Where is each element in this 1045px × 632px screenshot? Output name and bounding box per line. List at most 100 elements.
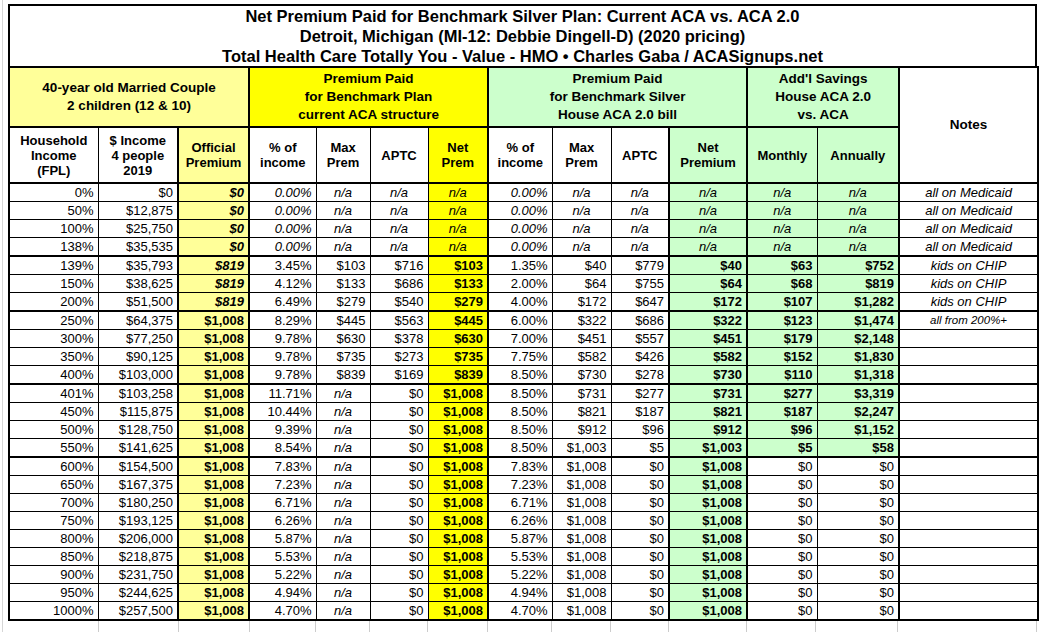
table-cell: $0 — [747, 530, 817, 548]
table-cell: 10.44% — [249, 403, 316, 421]
table-cell: $279 — [428, 293, 488, 312]
title-line-3: Total Health Care Totally You - Value - … — [10, 46, 1035, 66]
table-cell: n/a — [316, 476, 370, 494]
gridline-stub — [179, 621, 250, 632]
table-cell: 2.00% — [488, 275, 552, 293]
table-cell — [899, 494, 1038, 512]
table-cell: 5.87% — [488, 530, 552, 548]
table-cell: $12,875 — [98, 202, 178, 220]
table-cell: $1,008 — [428, 476, 488, 494]
table-row: 900%$231,750$1,0085.22%n/a$0$1,0085.22%$… — [9, 566, 1038, 584]
table-cell: $1,008 — [669, 494, 747, 512]
table-cell: n/a — [611, 202, 669, 220]
table-row: 139%$35,793$8193.45%$103$716$1031.35%$40… — [9, 256, 1038, 275]
table-cell: $3,319 — [817, 384, 899, 403]
table-cell: 3.45% — [249, 256, 316, 275]
table-cell: 6.26% — [249, 512, 316, 530]
table-cell: n/a — [316, 512, 370, 530]
table-cell: 8.50% — [488, 366, 552, 385]
table-cell: $180,250 — [98, 494, 178, 512]
column-header: Annually — [817, 127, 899, 183]
table-cell: $322 — [669, 311, 747, 330]
column-header: Official Premium — [178, 127, 249, 183]
table-cell: $1,008 — [178, 494, 249, 512]
table-cell: $2,148 — [817, 330, 899, 348]
table-cell: $1,008 — [669, 602, 747, 621]
table-cell: 0.00% — [249, 238, 316, 257]
table-cell: $1,008 — [552, 457, 611, 476]
table-cell: 6.00% — [488, 311, 552, 330]
table-cell: 0.00% — [249, 183, 316, 202]
table-cell: $1,008 — [178, 566, 249, 584]
table-cell: $1,008 — [178, 602, 249, 621]
table-cell: $819 — [178, 293, 249, 312]
table-cell: 500% — [9, 421, 98, 439]
gridline-stub — [316, 621, 370, 632]
table-cell: n/a — [428, 220, 488, 238]
table-cell: $647 — [611, 293, 669, 312]
table-cell: 950% — [9, 584, 98, 602]
table-cell: $821 — [669, 403, 747, 421]
table-cell: $96 — [747, 421, 817, 439]
column-header: $ Income 4 people 2019 — [98, 127, 178, 183]
table-cell: 350% — [9, 348, 98, 366]
table-cell: 550% — [9, 439, 98, 458]
table-cell: 5.53% — [488, 548, 552, 566]
table-cell: 50% — [9, 202, 98, 220]
table-cell: $1,008 — [428, 457, 488, 476]
table-cell: $0 — [370, 584, 428, 602]
table-cell: $1,003 — [669, 439, 747, 458]
table-cell: $0 — [370, 403, 428, 421]
table-cell: $107 — [747, 293, 817, 312]
table-cell: $735 — [428, 348, 488, 366]
table-row: 350%$90,125$1,0089.78%$735$273$7357.75%$… — [9, 348, 1038, 366]
table-cell: $103 — [428, 256, 488, 275]
table-cell: $141,625 — [98, 439, 178, 458]
table-cell: 0.00% — [249, 202, 316, 220]
table-cell: $716 — [370, 256, 428, 275]
table-cell: $1,008 — [669, 584, 747, 602]
table-cell: $128,750 — [98, 421, 178, 439]
table-cell: n/a — [747, 220, 817, 238]
table-cell: n/a — [316, 421, 370, 439]
table-cell: $0 — [611, 512, 669, 530]
table-cell: $1,008 — [552, 494, 611, 512]
table-cell: n/a — [552, 220, 611, 238]
table-cell: $540 — [370, 293, 428, 312]
table-cell: $0 — [611, 494, 669, 512]
table-cell: $0 — [817, 494, 899, 512]
notes-column-header: Notes — [899, 67, 1038, 183]
table-cell: $277 — [611, 384, 669, 403]
table-cell: $839 — [428, 366, 488, 385]
table-cell: n/a — [817, 220, 899, 238]
table-cell: $0 — [178, 202, 249, 220]
table-cell: $730 — [552, 366, 611, 385]
table-cell: $1,008 — [552, 566, 611, 584]
table-cell: $426 — [611, 348, 669, 366]
table-cell: $1,008 — [178, 584, 249, 602]
table-cell: all from 200%+ — [899, 311, 1038, 330]
table-cell: $451 — [552, 330, 611, 348]
table-cell: $1,003 — [552, 439, 611, 458]
table-cell: $563 — [370, 311, 428, 330]
table-row: 450%$115,875$1,00810.44%n/a$0$1,0088.50%… — [9, 403, 1038, 421]
table-cell: 4.94% — [488, 584, 552, 602]
gridline-stub — [552, 621, 611, 632]
table-cell: 4.12% — [249, 275, 316, 293]
table-cell: $821 — [552, 403, 611, 421]
table-cell: n/a — [611, 183, 669, 202]
table-cell: $0 — [747, 476, 817, 494]
table-cell: n/a — [316, 548, 370, 566]
gridline-stub — [611, 621, 669, 632]
table-row: 150%$38,625$8194.12%$133$686$1332.00%$64… — [9, 275, 1038, 293]
table-cell: $110 — [747, 366, 817, 385]
gridline-stub — [488, 621, 552, 632]
table-cell: $322 — [552, 311, 611, 330]
table-cell: $172 — [552, 293, 611, 312]
table-cell: n/a — [370, 202, 428, 220]
table-cell: $1,008 — [669, 548, 747, 566]
table-cell: 700% — [9, 494, 98, 512]
table-cell: $68 — [747, 275, 817, 293]
table-cell: $103,258 — [98, 384, 178, 403]
gridline-stub — [10, 621, 99, 632]
